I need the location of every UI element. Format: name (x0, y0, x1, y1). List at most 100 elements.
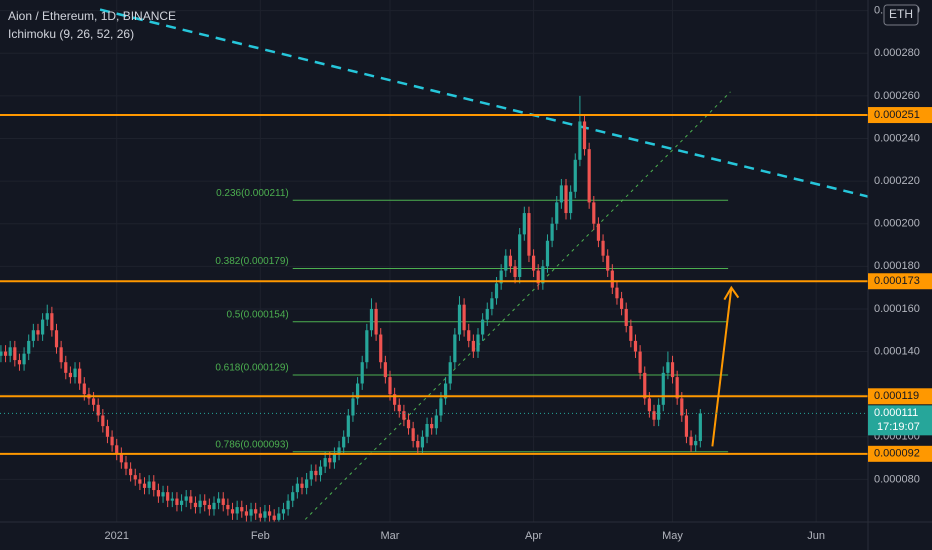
candle-body (318, 466, 323, 476)
fib-label: 0.786(0.000093) (215, 439, 288, 450)
candle-body (629, 325, 633, 341)
candle-body (240, 507, 244, 512)
countdown: 17:19:07 (877, 421, 920, 433)
candle-body (138, 479, 142, 484)
candle-body (360, 362, 364, 384)
candle-body (156, 490, 161, 497)
candle-body (564, 185, 568, 214)
candle-body (267, 511, 272, 516)
candle-body (443, 383, 448, 399)
candle-body (101, 415, 105, 427)
y-tick-label: 0.000160 (874, 303, 920, 315)
candle-body (661, 372, 665, 405)
trendline (99, 8, 868, 198)
candle-body (527, 213, 531, 256)
candle-body (346, 415, 350, 437)
candle-body (161, 492, 165, 497)
candle-body (166, 492, 170, 501)
candle-body (652, 411, 656, 420)
candle-body (230, 509, 235, 514)
candle-body (96, 404, 100, 416)
candle-body (73, 368, 77, 378)
candle-body (263, 511, 267, 518)
currency-button-label[interactable]: ETH (889, 7, 913, 21)
candle-body (541, 266, 545, 284)
x-tick-label: Apr (525, 530, 542, 542)
level-tag (868, 273, 932, 290)
candle-body (481, 319, 485, 335)
candle-body (698, 413, 702, 442)
candle-body (8, 347, 12, 356)
candle-body (453, 334, 457, 363)
candle-body (36, 330, 40, 335)
candle-body (78, 368, 82, 384)
candle-body (27, 340, 31, 354)
level-tag-label: 0.000092 (874, 448, 920, 460)
candle-body (328, 458, 332, 463)
candle-body (647, 398, 651, 412)
candle-body (689, 436, 693, 446)
candle-body (300, 483, 304, 488)
candle-body (82, 383, 86, 395)
candle-body (314, 470, 318, 476)
candle-body (457, 304, 462, 335)
level-tag (868, 445, 932, 462)
candle-body (425, 423, 429, 437)
last-price-label: 0.000111 (874, 407, 918, 419)
candle-body (369, 308, 374, 331)
candle-body (207, 504, 211, 510)
candle-body (430, 423, 434, 429)
candle-body (522, 213, 526, 235)
y-tick-label: 0.000240 (874, 132, 920, 144)
plot-area: 0.236(0.000211) 0.382(0.000179) 0.5(0.0001… (0, 0, 868, 522)
candle-body (13, 347, 17, 361)
candle-body (45, 313, 49, 320)
x-tick-label: Jun (807, 530, 825, 542)
candle-body (490, 298, 494, 309)
candle-body (129, 468, 133, 476)
candle-body (536, 270, 540, 284)
candle-body (91, 398, 96, 405)
candle-body (476, 334, 480, 352)
candle-body (615, 287, 619, 299)
fib-label: 0.618(0.000129) (215, 363, 288, 374)
candle-body (610, 270, 614, 288)
y-tick-label: 0.000220 (874, 175, 920, 187)
level-tag-label: 0.000119 (874, 390, 919, 402)
candle-body (643, 372, 647, 399)
candle-body (550, 223, 554, 241)
candle-body (226, 504, 230, 510)
candle-body (508, 255, 513, 267)
candle-body (694, 441, 698, 446)
candle-body (624, 308, 628, 326)
candle-body (119, 453, 123, 463)
candle-body (471, 340, 475, 352)
indicator-label: Ichimoku (9, 26, 52, 26) (8, 27, 134, 41)
last-price-tag (868, 405, 932, 436)
x-tick-label: 2021 (104, 530, 128, 542)
candle-body (406, 419, 411, 429)
candle-body (601, 240, 605, 256)
candle-body (244, 511, 249, 516)
candle-body (420, 436, 425, 448)
candle-body (286, 500, 290, 510)
currency-button[interactable] (883, 4, 919, 26)
candle-body (448, 362, 452, 384)
candle-body (684, 415, 689, 437)
axes: 0.0000800.0001000.0001200.0001400.000160… (104, 5, 932, 542)
chart-title: Aion / Ethereum, 1D, BINANCE (8, 9, 176, 23)
candle-body (189, 496, 193, 503)
y-tick-label: 0.000140 (874, 345, 920, 357)
level-tag-label: 0.000173 (874, 275, 920, 287)
candle-body (68, 372, 73, 378)
candle-body (217, 498, 221, 503)
y-tick-label: 0.000200 (874, 218, 920, 230)
candle-body (175, 498, 179, 505)
candle-body (133, 475, 137, 480)
candle-body (31, 330, 35, 341)
candle-body (351, 398, 355, 416)
candle-body (54, 330, 59, 348)
candle-body (578, 121, 582, 160)
candle-body (0, 351, 3, 356)
